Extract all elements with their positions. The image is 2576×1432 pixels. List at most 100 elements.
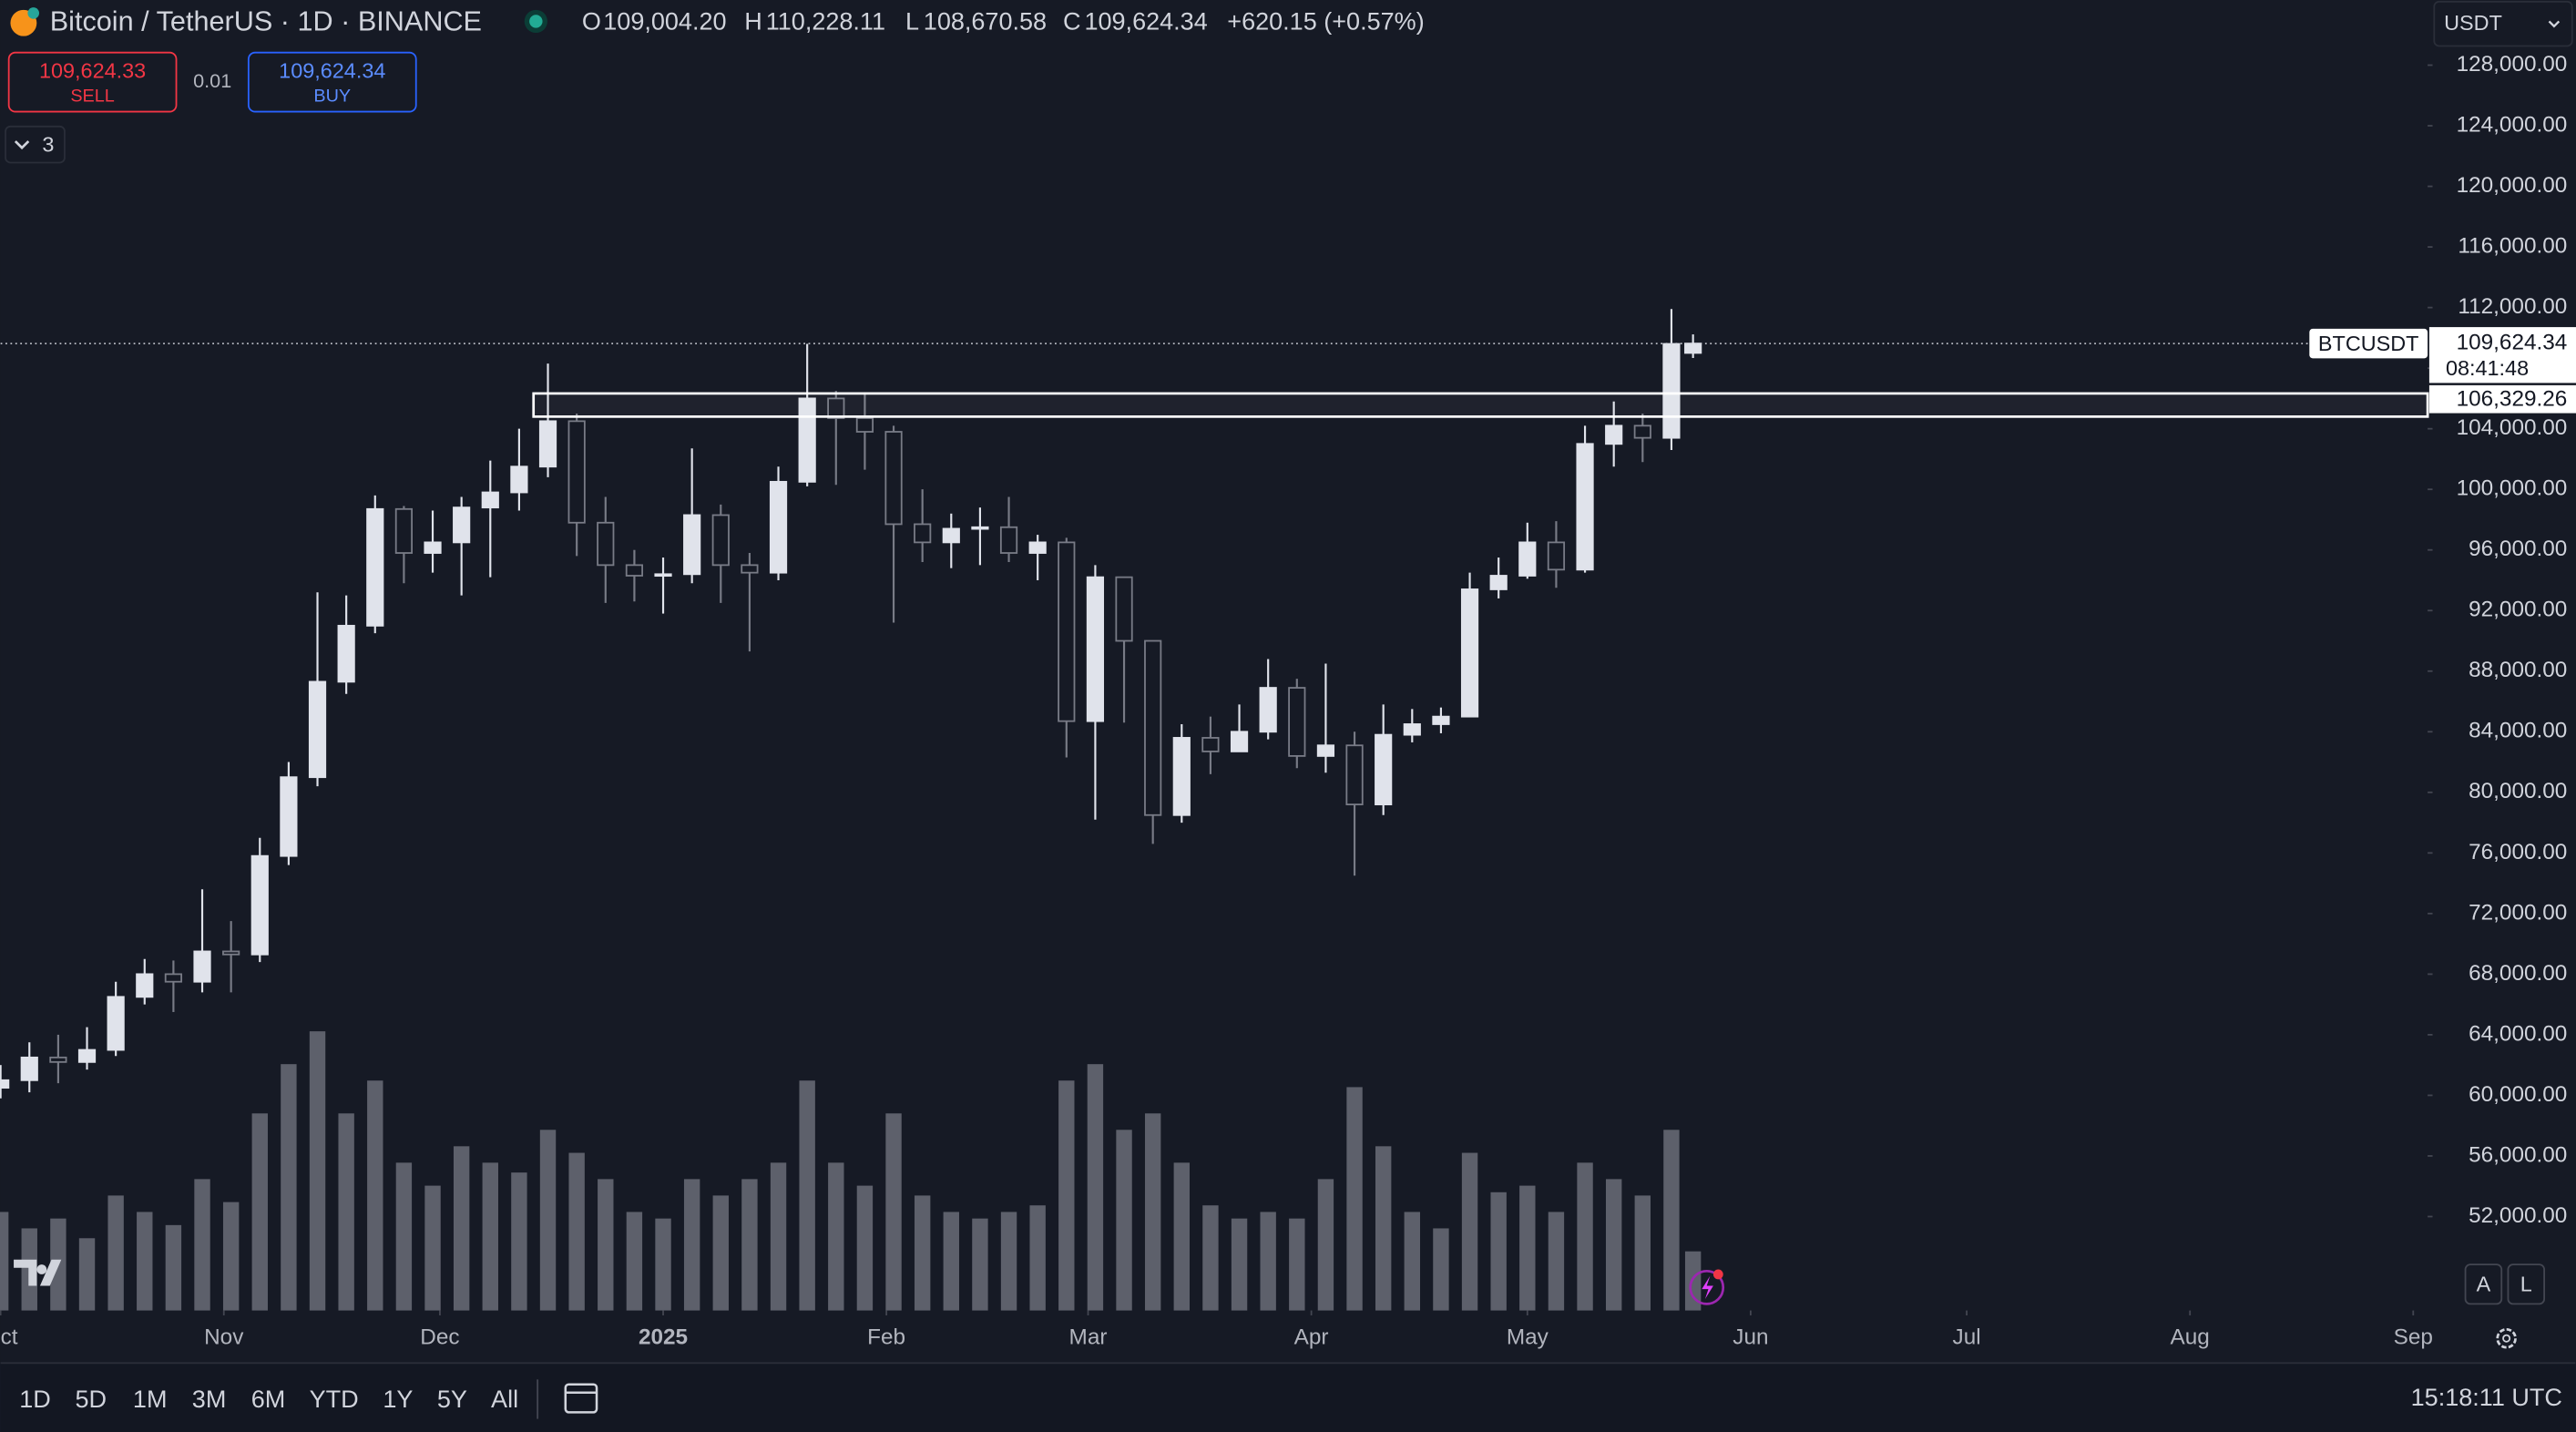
volume-bar xyxy=(165,1224,182,1311)
candle-body xyxy=(366,507,384,627)
candle-body xyxy=(107,996,125,1051)
logo xyxy=(14,1259,62,1286)
x-tick-label: Nov xyxy=(204,1325,244,1350)
range-button[interactable]: YTD xyxy=(310,1386,359,1413)
range-button[interactable]: All xyxy=(491,1386,518,1413)
y-tick-label: 52,000.00 xyxy=(2469,1203,2567,1228)
auto-scale-button[interactable] xyxy=(2464,1263,2503,1305)
candle-body xyxy=(625,564,644,577)
volume-bar xyxy=(1116,1130,1132,1311)
volume-bar xyxy=(539,1130,557,1311)
candle-body xyxy=(222,950,240,956)
candle-body xyxy=(510,465,528,494)
ohlc-letter: H xyxy=(744,7,762,35)
range-button[interactable]: 1D xyxy=(19,1386,51,1413)
candle-body xyxy=(250,854,269,956)
candle-body xyxy=(49,1056,67,1063)
y-tick-label: 76,000.00 xyxy=(2469,840,2567,864)
volume-bar xyxy=(655,1218,671,1311)
volume-bar xyxy=(1634,1195,1651,1311)
support-zone xyxy=(532,392,2429,418)
x-tick-label: Sep xyxy=(2394,1325,2433,1350)
volume-bar xyxy=(1058,1080,1075,1311)
volume-bar xyxy=(0,1212,9,1311)
candle-body xyxy=(1086,576,1105,722)
range-button[interactable]: 5D xyxy=(76,1386,107,1413)
candle-body xyxy=(597,521,615,567)
status-dot xyxy=(529,15,543,28)
lightning-button[interactable] xyxy=(1689,1269,1725,1305)
y-tick-label: 88,000.00 xyxy=(2469,658,2567,682)
symbol-tag xyxy=(2309,328,2428,359)
candle-body xyxy=(1662,343,1681,439)
range-button[interactable]: 1Y xyxy=(383,1386,413,1413)
candle-body xyxy=(481,491,499,509)
sell-button[interactable] xyxy=(7,51,178,113)
buy-label: BUY xyxy=(313,87,351,107)
y-tick-label: 56,000.00 xyxy=(2469,1142,2567,1167)
volume-bar xyxy=(712,1195,729,1311)
volume-bar xyxy=(856,1185,874,1311)
price-tag xyxy=(2428,327,2576,384)
candle-body xyxy=(654,573,672,578)
candle-body xyxy=(741,564,759,574)
range-buttons: 1D 5D 1M 3M 6M YTD 1Y 5Y All xyxy=(19,1386,518,1413)
range-button[interactable]: 6M xyxy=(251,1386,286,1413)
chevron-icon xyxy=(14,140,30,150)
scale-button-label: A xyxy=(2477,1273,2491,1296)
range-button[interactable]: 1M xyxy=(133,1386,168,1413)
x-tick-label: Aug xyxy=(2171,1325,2210,1350)
candle-body xyxy=(394,507,414,554)
candle-body xyxy=(798,397,816,483)
range-button[interactable]: 5Y xyxy=(437,1386,467,1413)
y-tick-label: 80,000.00 xyxy=(2469,779,2567,803)
x-tick-label: Mar xyxy=(1069,1325,1108,1350)
y-tick-label: 72,000.00 xyxy=(2469,900,2567,925)
sell-price: 109,624.33 xyxy=(39,59,146,83)
y-tick-label: 64,000.00 xyxy=(2469,1021,2567,1046)
candle-body xyxy=(1432,715,1450,725)
candle-body xyxy=(1230,731,1249,752)
candle-body xyxy=(1316,744,1335,757)
candle-body xyxy=(424,541,442,554)
volume-bar xyxy=(1519,1185,1536,1311)
ohlc-letter: O xyxy=(582,7,601,35)
volume-bar xyxy=(914,1195,931,1311)
volume-bar xyxy=(251,1113,268,1311)
indicators-count: 3 xyxy=(42,133,54,157)
buy-button[interactable] xyxy=(247,51,417,113)
candle-body xyxy=(1144,639,1162,816)
candle-body xyxy=(136,973,154,998)
candle-body xyxy=(855,417,874,433)
volume-bar xyxy=(1577,1162,1593,1311)
buy-price: 109,624.34 xyxy=(279,59,385,83)
volume-bar xyxy=(598,1179,614,1311)
y-tick-label: 92,000.00 xyxy=(2469,598,2567,622)
candle-body xyxy=(1375,733,1393,806)
scale-button-label: L xyxy=(2520,1273,2532,1296)
currency-select[interactable] xyxy=(2433,0,2573,47)
range-button[interactable]: 3M xyxy=(192,1386,227,1413)
volume-bar xyxy=(683,1179,700,1311)
candle-body xyxy=(1684,343,1702,354)
lightning-icon xyxy=(1702,1275,1713,1299)
x-tick-label: Dec xyxy=(420,1325,459,1350)
log-scale-button[interactable] xyxy=(2507,1263,2546,1305)
candle-body xyxy=(1288,687,1306,757)
ohlc-value: 109,004.20 xyxy=(603,7,726,35)
candle-body xyxy=(1259,687,1277,733)
y-tick-label: 116,000.00 xyxy=(2458,234,2567,259)
candle-body xyxy=(1403,723,1421,736)
calendar-icon[interactable] xyxy=(564,1383,598,1414)
candle-body xyxy=(538,420,557,468)
x-tick-label: 2025 xyxy=(639,1325,688,1350)
candle-body xyxy=(453,506,471,544)
candle-body xyxy=(1633,424,1651,439)
settings-icon[interactable] xyxy=(2496,1327,2517,1349)
ohlc-letter: L xyxy=(905,7,919,35)
volume-bar xyxy=(367,1080,383,1311)
indicators-toggle[interactable] xyxy=(5,125,66,164)
y-tick-label: 112,000.00 xyxy=(2458,294,2567,319)
